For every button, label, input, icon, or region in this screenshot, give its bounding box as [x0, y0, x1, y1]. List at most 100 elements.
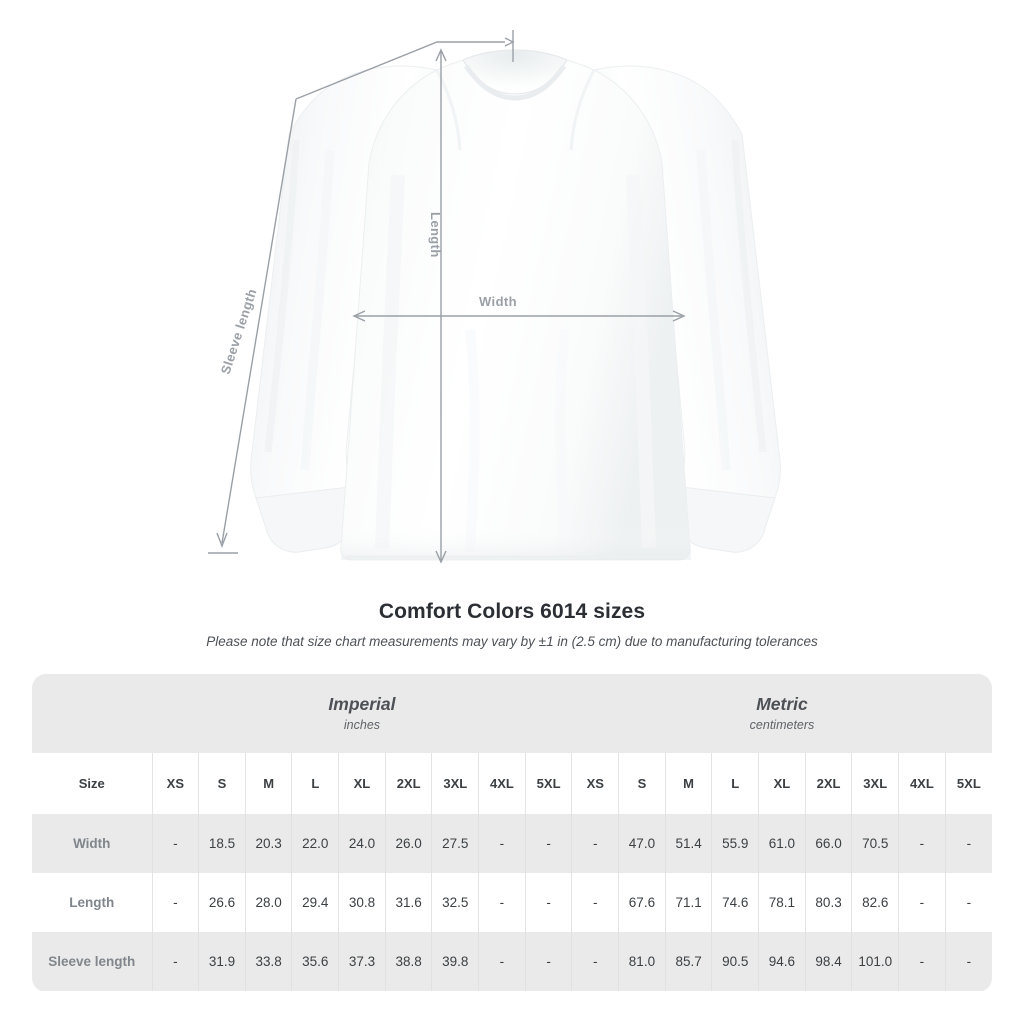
cell-sleeve-length-imperial-xs: -: [151, 932, 199, 991]
size-header-4xl-imperial: 4XL: [478, 753, 526, 814]
cell-length-metric-2xl: 80.3: [804, 873, 852, 932]
size-header-row: Size XS S M L XL 2XL 3XL 4XL 5XL XS S M L XL 2XL 3XL 4XL 5…: [32, 753, 992, 814]
cell-sleeve-length-metric-4xl: -: [898, 932, 946, 991]
cell-sleeve-length-imperial-4xl: -: [478, 932, 526, 991]
size-header-3xl-imperial: 3XL: [431, 753, 479, 814]
cell-width-imperial-5xl: -: [524, 814, 572, 873]
cell-sleeve-length-imperial-s: 31.9: [198, 932, 246, 991]
cell-length-imperial-4xl: -: [478, 873, 526, 932]
cell-sleeve-length-imperial-5xl: -: [524, 932, 572, 991]
cell-length-metric-xs: -: [571, 873, 619, 932]
size-header-m-metric: M: [664, 753, 712, 814]
size-column-header: Size: [32, 753, 152, 814]
unit-row-corner-cell: [32, 674, 152, 753]
cell-length-metric-xl: 78.1: [758, 873, 806, 932]
cell-sleeve-length-metric-5xl: -: [944, 932, 992, 991]
cell-width-metric-5xl: -: [944, 814, 992, 873]
cell-sleeve-length-imperial-xl: 37.3: [338, 932, 386, 991]
cell-length-metric-s: 67.6: [618, 873, 666, 932]
size-header-5xl-imperial: 5XL: [524, 753, 572, 814]
cell-length-imperial-3xl: 32.5: [431, 873, 479, 932]
cell-length-metric-l: 74.6: [711, 873, 759, 932]
table-row: Width -18.5 20.3 22.0 24.0 26.0 27.5- - -47.0 51.…: [32, 814, 992, 873]
cell-sleeve-length-metric-3xl: 101.0: [851, 932, 899, 991]
cell-length-metric-4xl: -: [898, 873, 946, 932]
cell-width-imperial-s: 18.5: [198, 814, 246, 873]
cell-width-imperial-xs: -: [151, 814, 199, 873]
cell-sleeve-length-metric-s: 81.0: [618, 932, 666, 991]
width-dimension-label: Width: [479, 294, 517, 309]
cell-sleeve-length-imperial-3xl: 39.8: [431, 932, 479, 991]
cell-width-imperial-m: 20.3: [244, 814, 292, 873]
cell-length-imperial-5xl: -: [524, 873, 572, 932]
cell-length-imperial-xl: 30.8: [338, 873, 386, 932]
size-header-2xl-imperial: 2XL: [384, 753, 432, 814]
size-header-4xl-metric: 4XL: [898, 753, 946, 814]
cell-sleeve-length-metric-2xl: 98.4: [804, 932, 852, 991]
cell-length-imperial-s: 26.6: [198, 873, 246, 932]
cell-sleeve-length-imperial-2xl: 38.8: [384, 932, 432, 991]
cell-length-metric-5xl: -: [944, 873, 992, 932]
length-dimension-label: Length: [428, 212, 443, 258]
cell-length-imperial-m: 28.0: [244, 873, 292, 932]
unit-group-name: Imperial: [328, 694, 396, 715]
cell-length-imperial-xs: -: [151, 873, 199, 932]
cell-sleeve-length-metric-l: 90.5: [711, 932, 759, 991]
cell-sleeve-length-metric-xs: -: [571, 932, 619, 991]
size-header-5xl-metric: 5XL: [944, 753, 992, 814]
cell-width-imperial-xl: 24.0: [338, 814, 386, 873]
cell-width-metric-xl: 61.0: [758, 814, 806, 873]
cell-length-metric-m: 71.1: [664, 873, 712, 932]
garment-illustration: Length Width Sleeve length: [208, 30, 781, 564]
size-header-l-imperial: L: [291, 753, 339, 814]
cell-sleeve-length-imperial-m: 33.8: [244, 932, 292, 991]
row-label-width: Width: [32, 814, 152, 873]
cell-width-imperial-3xl: 27.5: [431, 814, 479, 873]
unit-group-metric: Metric centimeters: [571, 674, 992, 753]
cell-sleeve-length-metric-m: 85.7: [664, 932, 712, 991]
size-header-2xl-metric: 2XL: [804, 753, 852, 814]
cell-width-metric-m: 51.4: [664, 814, 712, 873]
unit-group-name: Metric: [756, 694, 808, 715]
cell-length-imperial-l: 29.4: [291, 873, 339, 932]
cell-sleeve-length-metric-xl: 94.6: [758, 932, 806, 991]
tolerance-note: Please note that size chart measurements…: [206, 634, 818, 649]
size-header-xs-imperial: XS: [151, 753, 199, 814]
size-header-3xl-metric: 3XL: [851, 753, 899, 814]
size-header-s-imperial: S: [198, 753, 246, 814]
long-sleeve-shirt-image: [250, 49, 781, 561]
table-body: Width -18.5 20.3 22.0 24.0 26.0 27.5- - -47.0 51.…: [32, 814, 992, 991]
size-chart-table-container: Imperial inches Metric centimeters Size XS S M…: [32, 674, 992, 992]
measurement-annotations: [208, 30, 686, 564]
size-chart-table: Imperial inches Metric centimeters Size XS S M…: [32, 674, 992, 991]
size-header-m-imperial: M: [244, 753, 292, 814]
page-title: Comfort Colors 6014 sizes: [378, 600, 646, 623]
size-header-l-metric: L: [711, 753, 759, 814]
table-header: Imperial inches Metric centimeters Size XS S M…: [32, 674, 992, 814]
cell-sleeve-length-imperial-l: 35.6: [291, 932, 339, 991]
size-header-xl-imperial: XL: [338, 753, 386, 814]
row-label-length: Length: [32, 873, 152, 932]
size-header-xs-metric: XS: [571, 753, 619, 814]
cell-width-metric-3xl: 70.5: [851, 814, 899, 873]
cell-width-metric-l: 55.9: [711, 814, 759, 873]
cell-width-imperial-4xl: -: [478, 814, 526, 873]
cell-length-metric-3xl: 82.6: [851, 873, 899, 932]
cell-width-metric-2xl: 66.0: [804, 814, 852, 873]
table-row: Length -26.6 28.0 29.4 30.8 31.6 32.5- - -67.6 71…: [32, 873, 992, 932]
row-label-sleeve-length: Sleeve length: [32, 932, 152, 991]
unit-group-imperial: Imperial inches: [152, 674, 572, 753]
cell-length-imperial-2xl: 31.6: [384, 873, 432, 932]
cell-width-metric-s: 47.0: [618, 814, 666, 873]
cell-width-imperial-2xl: 26.0: [384, 814, 432, 873]
unit-group-header-row: Imperial inches Metric centimeters: [32, 674, 992, 753]
cell-width-metric-xs: -: [571, 814, 619, 873]
unit-group-subtitle: inches: [343, 718, 381, 733]
unit-group-subtitle: centimeters: [749, 718, 815, 733]
cell-width-metric-4xl: -: [898, 814, 946, 873]
table-row: Sleeve length -31.9 33.8 35.6 37.3 38.8 39.8- -…: [32, 932, 992, 991]
size-header-s-metric: S: [618, 753, 666, 814]
size-header-xl-metric: XL: [758, 753, 806, 814]
chart-heading-block: Comfort Colors 6014 sizes Please note th…: [0, 600, 1024, 649]
cell-width-imperial-l: 22.0: [291, 814, 339, 873]
